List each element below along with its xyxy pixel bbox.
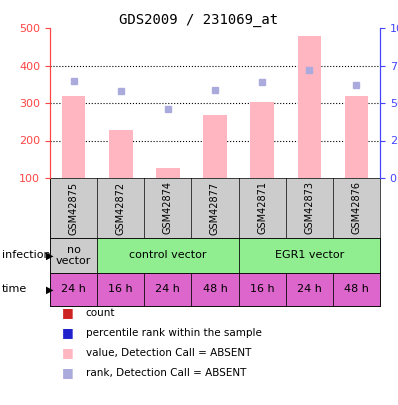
Bar	[97, 238, 238, 273]
Text: GSM42875: GSM42875	[68, 181, 78, 234]
Text: 16 h: 16 h	[250, 284, 275, 294]
Bar	[144, 273, 191, 306]
Bar	[333, 273, 380, 306]
Bar	[50, 238, 97, 273]
Text: control vector: control vector	[129, 251, 207, 260]
Text: 48 h: 48 h	[344, 284, 369, 294]
Text: GSM42871: GSM42871	[257, 181, 267, 234]
Bar	[50, 273, 97, 306]
Text: no
vector: no vector	[56, 245, 91, 266]
Text: 24 h: 24 h	[156, 284, 180, 294]
Bar	[238, 273, 286, 306]
Bar	[286, 273, 333, 306]
Text: 24 h: 24 h	[297, 284, 322, 294]
Text: GSM42877: GSM42877	[210, 181, 220, 234]
Text: count: count	[86, 308, 115, 318]
Text: ■: ■	[62, 326, 74, 339]
Bar	[97, 273, 144, 306]
Bar	[156, 168, 179, 178]
Text: rank, Detection Call = ABSENT: rank, Detection Call = ABSENT	[86, 368, 246, 378]
Text: ■: ■	[62, 307, 74, 320]
Text: time: time	[2, 284, 27, 294]
Text: 24 h: 24 h	[61, 284, 86, 294]
Bar	[297, 36, 321, 178]
Text: GSM42874: GSM42874	[163, 181, 173, 234]
Text: GSM42873: GSM42873	[304, 181, 314, 234]
Bar	[109, 130, 133, 178]
Text: ■: ■	[62, 347, 74, 360]
Text: ▶: ▶	[46, 284, 53, 294]
Text: GSM42872: GSM42872	[116, 181, 126, 234]
Text: percentile rank within the sample: percentile rank within the sample	[86, 328, 261, 338]
Bar	[250, 102, 274, 178]
Text: infection: infection	[2, 251, 51, 260]
Text: 16 h: 16 h	[108, 284, 133, 294]
Text: GDS2009 / 231069_at: GDS2009 / 231069_at	[119, 13, 279, 27]
Text: EGR1 vector: EGR1 vector	[275, 251, 344, 260]
Text: GSM42876: GSM42876	[351, 181, 361, 234]
Text: ▶: ▶	[46, 251, 53, 260]
Bar	[203, 115, 227, 178]
Bar	[62, 96, 85, 178]
Text: value, Detection Call = ABSENT: value, Detection Call = ABSENT	[86, 348, 251, 358]
Text: ■: ■	[62, 367, 74, 379]
Bar	[345, 96, 368, 178]
Bar	[191, 273, 238, 306]
Text: 48 h: 48 h	[203, 284, 227, 294]
Bar	[238, 238, 380, 273]
